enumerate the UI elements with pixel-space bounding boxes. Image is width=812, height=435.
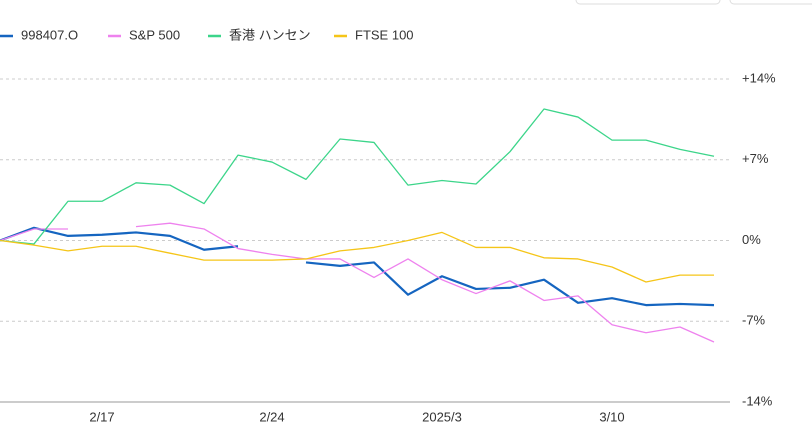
x-tick-label: 2025/3 (422, 409, 462, 424)
x-tick-label: 2/17 (89, 409, 114, 424)
legend-label: 998407.O (21, 27, 78, 42)
y-tick-label: -7% (742, 313, 766, 328)
y-tick-label: +14% (742, 70, 776, 85)
x-tick-label: 3/10 (599, 409, 624, 424)
x-tick-label: 2/24 (259, 409, 284, 424)
legend-label: S&P 500 (129, 27, 180, 42)
button[interactable] (575, 0, 721, 5)
y-tick-label: 0% (742, 232, 761, 247)
y-tick-label: -14% (742, 393, 773, 408)
series-line (0, 231, 714, 283)
series-line (0, 108, 715, 245)
y-tick-label: +7% (742, 151, 769, 166)
button[interactable] (729, 0, 812, 5)
legend-label: FTSE 100 (355, 27, 414, 42)
legend-label: 香港 ハンセン (229, 27, 311, 42)
series-line (0, 222, 715, 343)
